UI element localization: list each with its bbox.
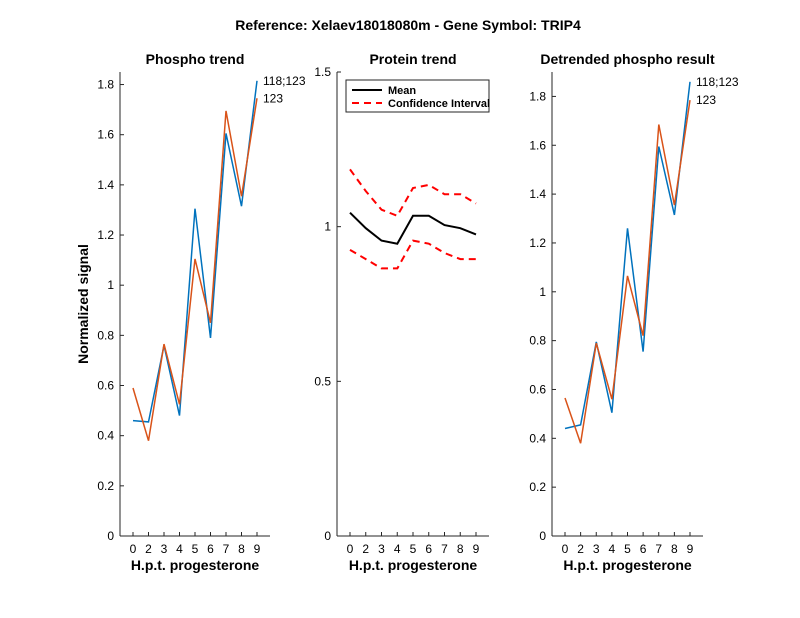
panel-title: Protein trend [369, 51, 456, 67]
y-tick-label: 0.4 [529, 431, 546, 445]
y-tick-label: 0 [107, 529, 114, 543]
x-tick-label: 7 [655, 542, 662, 556]
x-axis-label: H.p.t. progesterone [563, 557, 692, 573]
y-tick-label: 0.8 [529, 334, 546, 348]
panel-title: Phospho trend [146, 51, 245, 67]
x-tick-label: 5 [192, 542, 199, 556]
series-end-label: 123 [696, 93, 716, 107]
x-tick-label: 5 [624, 542, 631, 556]
y-tick-label: 1.5 [314, 65, 331, 79]
y-tick-label: 0.4 [97, 429, 114, 443]
y-tick-label: 1.6 [97, 128, 114, 142]
y-tick-label: 1.4 [529, 187, 546, 201]
legend-box [345, 79, 490, 113]
series-line-ci-upper [349, 168, 477, 218]
x-axis-label: H.p.t. progesterone [131, 557, 260, 573]
series-end-label: 123 [263, 91, 283, 105]
panel-title: Detrended phospho result [540, 51, 715, 67]
y-tick-label: 1.8 [97, 78, 114, 92]
y-tick-label: 0.6 [529, 382, 546, 396]
y-tick-label: 1.2 [97, 228, 114, 242]
x-tick-label: 4 [394, 542, 401, 556]
y-tick-label: 1 [324, 220, 331, 234]
y-tick-label: 0.8 [97, 328, 114, 342]
series-end-label: 118;123 [696, 75, 739, 89]
series-end-label: 118;123 [263, 74, 306, 88]
y-tick-label: 0.2 [529, 480, 546, 494]
y-tick-label: 1.4 [97, 178, 114, 192]
x-tick-label: 9 [473, 542, 480, 556]
x-tick-label: 6 [425, 542, 432, 556]
x-tick-label: 9 [254, 542, 261, 556]
x-tick-label: 2 [145, 542, 152, 556]
y-tick-label: 0.6 [97, 379, 114, 393]
panel-detrended: Detrended phospho result 0 0.2 0.4 0.6 0.8 1 1.… [529, 51, 739, 573]
x-tick-label: 0 [562, 542, 569, 556]
series-line-123 [564, 99, 691, 444]
x-tick-label: 8 [457, 542, 464, 556]
panel-phospho: Phospho trend 0 0.2 0.4 0.6 0.8 1 1.2 1.4 1.6 1.8 0… [75, 51, 306, 573]
x-tick-label: 7 [223, 542, 230, 556]
y-tick-label: 0 [324, 529, 331, 543]
x-tick-label: 0 [130, 542, 137, 556]
x-tick-label: 3 [593, 542, 600, 556]
x-tick-label: 4 [609, 542, 616, 556]
y-axis-label: Normalized signal [75, 244, 91, 364]
y-tick-label: 1.6 [529, 138, 546, 152]
legend-label: Confidence Interval [388, 98, 490, 110]
x-tick-label: 8 [238, 542, 245, 556]
x-tick-label: 5 [410, 542, 417, 556]
x-tick-label: 4 [176, 542, 183, 556]
x-tick-label: 0 [347, 542, 354, 556]
y-tick-label: 0.2 [97, 479, 114, 493]
x-tick-label: 6 [640, 542, 647, 556]
y-tick-label: 1.2 [529, 236, 546, 250]
x-tick-label: 2 [577, 542, 584, 556]
x-tick-label: 3 [378, 542, 385, 556]
figure-title: Reference: Xelaev18018080m - Gene Symbol… [235, 17, 581, 33]
x-tick-label: 3 [161, 542, 168, 556]
series-line-118-123 [564, 81, 691, 430]
x-tick-label: 7 [441, 542, 448, 556]
series-line-mean [349, 211, 477, 245]
y-tick-label: 1 [539, 285, 546, 299]
legend-label: Mean [388, 85, 416, 97]
y-tick-label: 1.8 [529, 89, 546, 103]
series-line-118-123 [132, 80, 258, 423]
x-tick-label: 6 [207, 542, 214, 556]
x-tick-label: 8 [671, 542, 678, 556]
y-tick-label: 0 [539, 529, 546, 543]
x-tick-label: 2 [362, 542, 369, 556]
y-tick-label: 0.5 [314, 374, 331, 388]
x-tick-label: 9 [687, 542, 694, 556]
chart-panels: Phospho trend 0 0.2 0.4 0.6 0.8 1 1.2 1.4 1.6 1.8 0… [75, 51, 739, 573]
x-axis-label: H.p.t. progesterone [349, 557, 478, 573]
series-line-ci-lower [349, 239, 476, 270]
y-tick-label: 1 [107, 278, 114, 292]
series-line-123 [132, 98, 258, 441]
